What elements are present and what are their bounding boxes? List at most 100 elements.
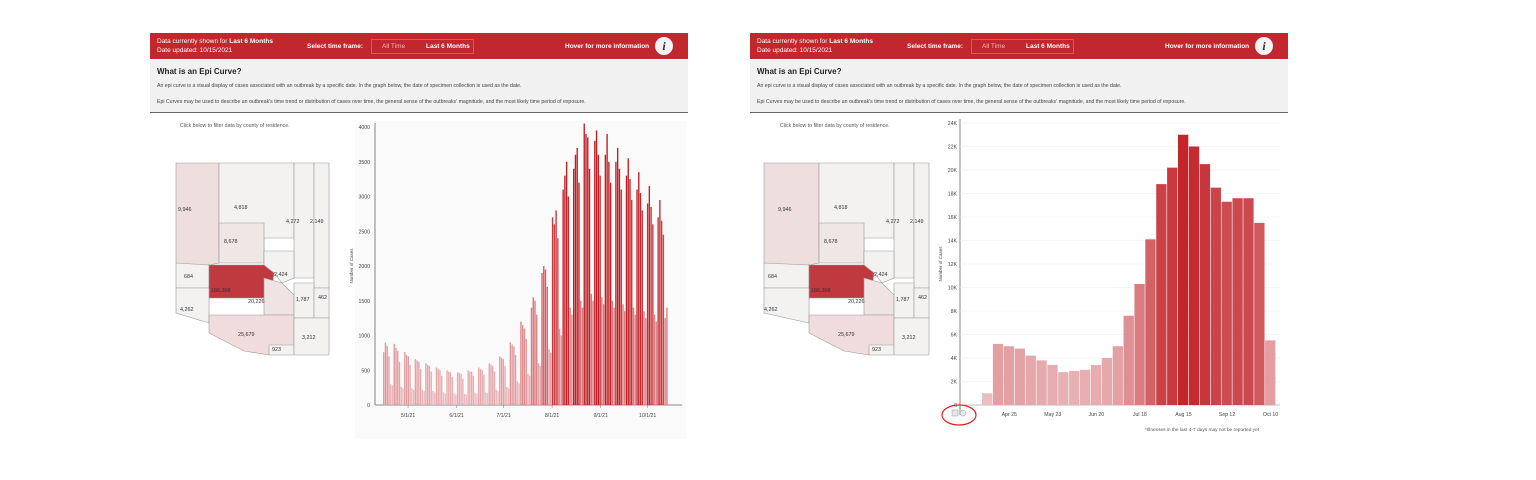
bar[interactable] [650, 206, 652, 405]
bar[interactable] [478, 367, 480, 405]
bar[interactable] [409, 364, 411, 405]
bar[interactable] [407, 356, 410, 405]
bar[interactable] [414, 359, 417, 405]
bar[interactable] [449, 372, 452, 405]
bar[interactable] [430, 371, 432, 405]
bar[interactable] [585, 133, 587, 405]
bar[interactable] [469, 371, 471, 405]
bar[interactable] [437, 368, 439, 405]
bar[interactable] [383, 352, 385, 405]
bar[interactable] [1014, 348, 1025, 405]
bar[interactable] [1003, 346, 1015, 405]
bar[interactable] [1080, 369, 1091, 405]
bar[interactable] [594, 140, 596, 405]
bar[interactable] [428, 366, 431, 405]
bar[interactable] [666, 307, 668, 405]
bar[interactable] [629, 179, 631, 405]
bar[interactable] [606, 133, 608, 405]
bar[interactable] [638, 172, 640, 405]
bar[interactable] [660, 220, 663, 405]
bar[interactable] [425, 363, 427, 405]
bar[interactable] [1210, 187, 1221, 405]
bar[interactable] [502, 359, 505, 405]
bar[interactable] [1134, 283, 1145, 405]
bar[interactable] [595, 130, 598, 405]
bar[interactable] [992, 343, 1004, 405]
county-cochise[interactable] [293, 317, 330, 356]
bar[interactable] [537, 363, 540, 405]
bar[interactable] [652, 224, 654, 405]
bar[interactable] [1112, 346, 1123, 405]
bar[interactable] [541, 272, 543, 405]
bar[interactable] [497, 391, 499, 405]
bar[interactable] [645, 318, 647, 405]
bar[interactable] [511, 344, 513, 405]
bar[interactable] [592, 300, 594, 405]
bar[interactable] [567, 196, 570, 406]
bar[interactable] [574, 154, 577, 405]
bar[interactable] [641, 210, 643, 405]
bar[interactable] [546, 286, 548, 405]
bar[interactable] [602, 304, 605, 405]
bar[interactable] [627, 158, 629, 405]
bar[interactable] [580, 300, 582, 405]
bar[interactable] [548, 349, 550, 405]
bar[interactable] [513, 346, 515, 405]
bar[interactable] [527, 373, 529, 405]
bar[interactable] [571, 314, 573, 405]
bar[interactable] [634, 314, 636, 405]
bar[interactable] [655, 321, 658, 405]
bar[interactable] [490, 364, 492, 405]
bar[interactable] [532, 297, 534, 405]
bar[interactable] [442, 392, 445, 405]
bar[interactable] [1178, 134, 1189, 405]
bar[interactable] [616, 147, 619, 405]
bar[interactable] [648, 186, 651, 405]
zoom-reset-icon[interactable] [959, 409, 967, 417]
bar[interactable] [530, 307, 533, 405]
bar[interactable] [384, 342, 387, 405]
bar[interactable] [388, 356, 390, 405]
bar[interactable] [419, 368, 422, 405]
bar[interactable] [1265, 340, 1276, 405]
bar[interactable] [613, 307, 615, 405]
bar[interactable] [1167, 167, 1178, 405]
bar[interactable] [583, 123, 585, 406]
bar[interactable] [1047, 365, 1058, 405]
bar[interactable] [398, 361, 401, 405]
bar[interactable] [486, 393, 489, 405]
info-icon[interactable]: i [1255, 37, 1273, 55]
bar[interactable] [412, 389, 415, 405]
bar[interactable] [1058, 372, 1069, 405]
bar[interactable] [609, 182, 612, 405]
bar[interactable] [507, 388, 510, 405]
bar[interactable] [578, 182, 580, 405]
bar[interactable] [432, 391, 434, 405]
bar[interactable] [439, 370, 441, 405]
bar[interactable] [404, 352, 406, 405]
bar[interactable] [462, 378, 464, 405]
bar[interactable] [632, 307, 635, 405]
bar[interactable] [625, 175, 628, 405]
county-cochise[interactable] [893, 317, 930, 356]
bar[interactable] [664, 318, 666, 405]
bar[interactable] [599, 175, 601, 405]
bar[interactable] [500, 357, 503, 405]
bar[interactable] [1243, 198, 1254, 405]
bar[interactable] [1145, 239, 1156, 405]
bar[interactable] [495, 389, 497, 405]
bar[interactable] [536, 314, 538, 405]
info-icon[interactable]: i [655, 37, 673, 55]
bar[interactable] [463, 393, 466, 405]
bar[interactable] [560, 335, 563, 406]
zoom-out-icon[interactable] [951, 409, 959, 417]
bar[interactable] [1199, 164, 1211, 405]
bar[interactable] [518, 383, 520, 405]
bar[interactable] [390, 384, 392, 405]
bar[interactable] [597, 154, 600, 405]
bar[interactable] [499, 356, 501, 405]
timeframe-last-6-months-button[interactable]: Last 6 Months [426, 43, 470, 50]
bar[interactable] [569, 307, 571, 405]
bar[interactable] [544, 269, 547, 405]
bar[interactable] [446, 370, 448, 405]
